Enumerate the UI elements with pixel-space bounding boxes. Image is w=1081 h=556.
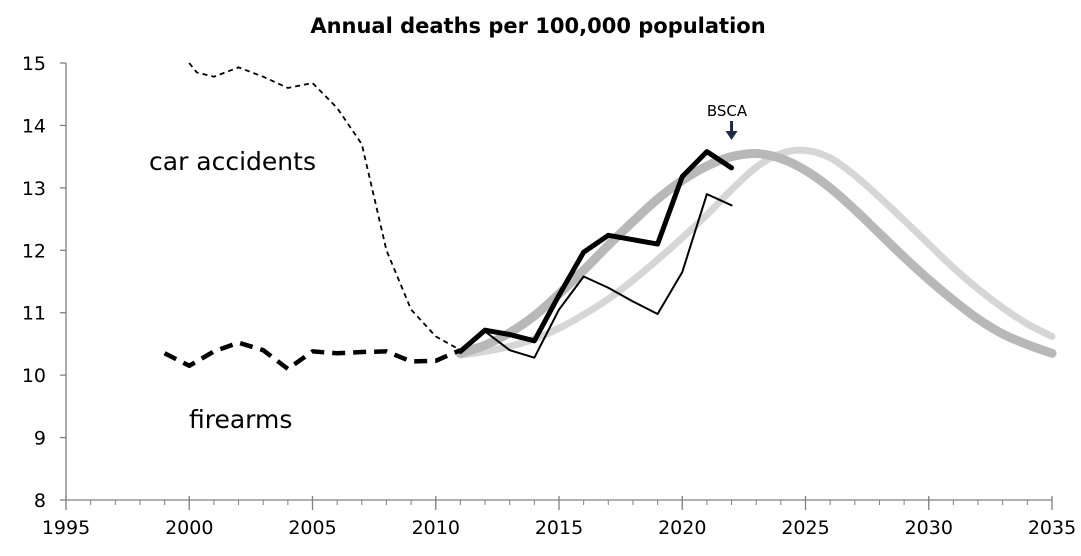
series-dashed-thin <box>188 62 461 351</box>
series-line <box>163 340 462 372</box>
x-tick-label: 2000 <box>165 517 213 539</box>
y-tick-label: 12 <box>22 240 46 262</box>
y-tick-label: 14 <box>22 115 46 137</box>
car-accidents-label: car accidents <box>149 147 316 176</box>
chart-title: Annual deaths per 100,000 population <box>310 14 765 38</box>
y-tick-label: 15 <box>22 53 46 75</box>
x-tick-label: 2020 <box>658 517 706 539</box>
series-line <box>455 148 1057 358</box>
x-tick-label: 2010 <box>412 517 460 539</box>
bsca-label: BSCA <box>707 102 748 120</box>
series-solid-thick <box>457 149 735 354</box>
series-solid-thin <box>484 193 733 359</box>
firearms-label: firearms <box>189 405 292 434</box>
series-dashed-thick <box>163 340 462 372</box>
y-tick-labels: 8 9 10 11 12 13 14 15 <box>22 53 46 512</box>
x-tick-label: 2030 <box>905 517 953 539</box>
x-tick-label: 2035 <box>1028 517 1076 539</box>
series-smooth-light-gray <box>456 146 1056 359</box>
bsca-annotation: BSCA <box>707 102 748 140</box>
x-tick-label: 2005 <box>288 517 336 539</box>
y-tick-label: 10 <box>22 365 46 387</box>
x-tick-label: 2015 <box>535 517 583 539</box>
y-tick-label: 13 <box>22 178 46 200</box>
series-line <box>484 193 733 359</box>
series-line <box>457 149 735 354</box>
y-ticks <box>60 62 66 501</box>
series-line <box>456 146 1056 359</box>
series-layer <box>163 62 1057 372</box>
bsca-arrow-icon <box>725 121 738 140</box>
y-tick-label: 8 <box>34 490 46 512</box>
series-line <box>188 62 461 351</box>
y-tick-label: 11 <box>22 303 46 325</box>
x-tick-label: 1995 <box>42 517 90 539</box>
y-tick-label: 9 <box>34 428 46 450</box>
x-major-ticks <box>65 496 1053 510</box>
x-tick-labels: 1995 2000 2005 2010 2015 2020 2025 2030 2035 <box>42 517 1076 539</box>
bsca-arrow-head <box>725 131 738 140</box>
series-smooth-dark-gray <box>455 148 1057 358</box>
x-tick-label: 2025 <box>781 517 829 539</box>
axes: 1995 2000 2005 2010 2015 2020 2025 2030 2035 8 9 1… <box>22 53 1076 539</box>
